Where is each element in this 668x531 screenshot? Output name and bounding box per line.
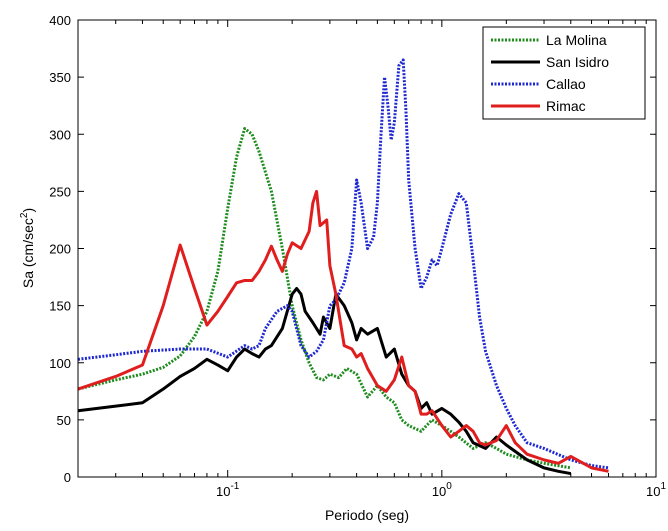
y-tick-label: 350 xyxy=(49,70,71,85)
x-tick-label-base: 10 xyxy=(216,484,230,499)
series-line-3 xyxy=(77,189,609,473)
x-tick-label-base: 10 xyxy=(646,484,660,499)
x-tick-label: 101 xyxy=(646,481,666,499)
y-axis-title-tail: ) xyxy=(20,208,36,213)
y-tick-label: 0 xyxy=(64,470,71,485)
y-tick-label: 300 xyxy=(49,127,71,142)
y-axis-title-base: Sa (cm/sec xyxy=(20,218,36,288)
legend-label-3: Rimac xyxy=(546,98,586,114)
plot-lines xyxy=(77,58,609,476)
y-axis-title-sup: 2 xyxy=(19,212,30,218)
x-tick-label-exp: -1 xyxy=(230,481,239,492)
y-tick-label: 50 xyxy=(57,413,71,428)
x-tick-label: 10-1 xyxy=(216,481,240,499)
y-tick-label: 100 xyxy=(49,356,71,371)
series-line-2 xyxy=(77,58,609,470)
x-tick-label-exp: 1 xyxy=(660,481,666,492)
y-tick-label: 200 xyxy=(49,242,71,257)
legend-label-1: San Isidro xyxy=(546,54,609,70)
y-tick-label: 400 xyxy=(49,13,71,28)
y-axis-title: Sa (cm/sec2) xyxy=(19,208,36,288)
legend-label-0: La Molina xyxy=(546,32,607,48)
x-tick-label-exp: 0 xyxy=(446,481,452,492)
legend-label-2: Callao xyxy=(546,76,586,92)
x-axis-title: Periodo (seg) xyxy=(325,507,409,523)
legend: La Molina San Isidro Callao Rimac xyxy=(482,26,646,120)
legend-box xyxy=(482,26,646,120)
x-tick-label: 100 xyxy=(432,481,452,499)
series-line-0 xyxy=(77,127,572,470)
x-tick-label-base: 10 xyxy=(432,484,446,499)
y-tick-label: 150 xyxy=(49,299,71,314)
y-tick-label: 250 xyxy=(49,184,71,199)
